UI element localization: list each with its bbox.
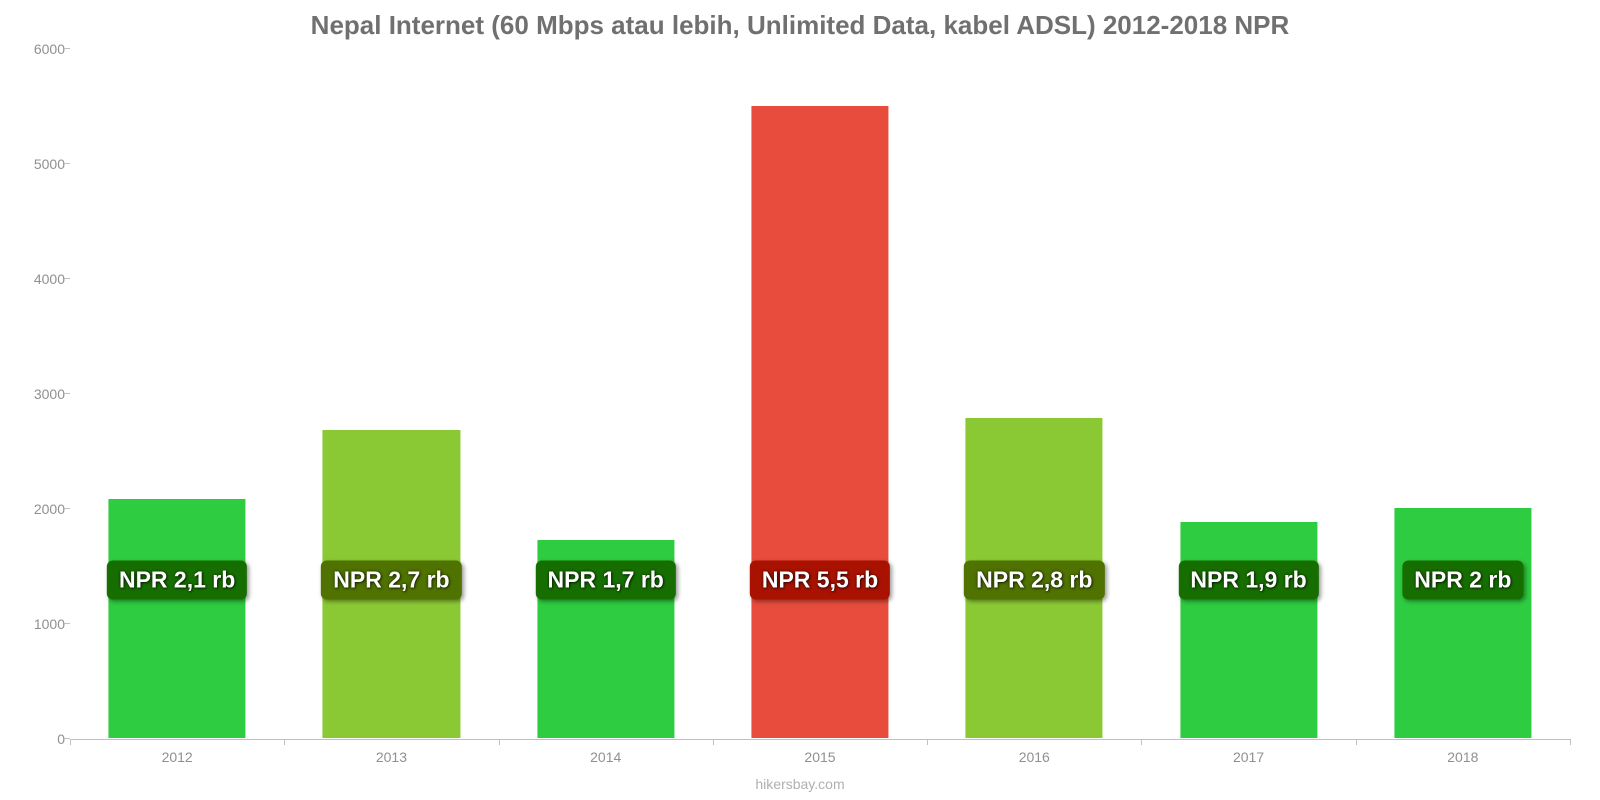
x-tick-mark	[70, 739, 71, 745]
bar-value-label: NPR 1,9 rb	[1178, 561, 1318, 600]
bar-value-label: NPR 2 rb	[1402, 561, 1523, 600]
y-tick-label: 1000	[15, 616, 65, 632]
x-tick-mark	[927, 739, 928, 745]
bar-value-label: NPR 5,5 rb	[750, 561, 890, 600]
y-tick-label: 4000	[15, 271, 65, 287]
x-tick-mark	[1356, 739, 1357, 745]
y-tick-label: 5000	[15, 156, 65, 172]
chart-title: Nepal Internet (60 Mbps atau lebih, Unli…	[0, 0, 1600, 49]
bar-value-label: NPR 2,8 rb	[964, 561, 1104, 600]
chart-area: 01000200030004000500060002012NPR 2,1 rb2…	[70, 50, 1570, 740]
y-tick-label: 6000	[15, 41, 65, 57]
x-tick-label: 2016	[1019, 749, 1050, 765]
bar	[751, 106, 888, 739]
y-tick-mark	[64, 623, 70, 624]
x-tick-label: 2012	[162, 749, 193, 765]
y-tick-label: 3000	[15, 386, 65, 402]
y-tick-mark	[64, 508, 70, 509]
x-tick-label: 2018	[1447, 749, 1478, 765]
y-tick-mark	[64, 48, 70, 49]
y-tick-label: 0	[15, 731, 65, 747]
credit-text: hikersbay.com	[0, 776, 1600, 792]
bar-value-label: NPR 2,1 rb	[107, 561, 247, 600]
bar-value-label: NPR 2,7 rb	[321, 561, 461, 600]
x-tick-mark	[713, 739, 714, 745]
bar	[1394, 508, 1531, 738]
bar	[109, 499, 246, 738]
y-tick-mark	[64, 393, 70, 394]
x-tick-label: 2015	[804, 749, 835, 765]
x-tick-mark	[284, 739, 285, 745]
x-tick-mark	[1141, 739, 1142, 745]
plot-area: 01000200030004000500060002012NPR 2,1 rb2…	[70, 50, 1570, 740]
x-tick-label: 2017	[1233, 749, 1264, 765]
x-tick-label: 2014	[590, 749, 621, 765]
x-tick-label: 2013	[376, 749, 407, 765]
x-tick-mark	[499, 739, 500, 745]
y-tick-mark	[64, 278, 70, 279]
bar-value-label: NPR 1,7 rb	[536, 561, 676, 600]
y-tick-label: 2000	[15, 501, 65, 517]
x-tick-mark	[1570, 739, 1571, 745]
y-tick-mark	[64, 163, 70, 164]
bar	[1180, 522, 1317, 738]
